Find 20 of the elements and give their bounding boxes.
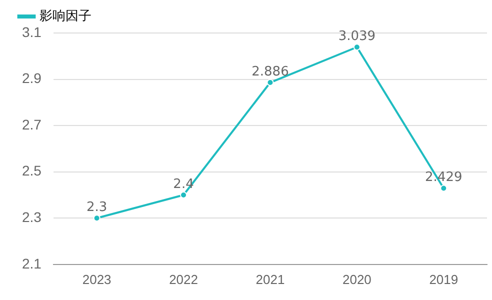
y-tick-label: 2.1 xyxy=(22,255,42,272)
point xyxy=(440,184,448,192)
point xyxy=(93,214,100,222)
data-label: 2.3 xyxy=(86,200,108,215)
y-tick-label: 2.7 xyxy=(22,116,42,132)
point xyxy=(180,191,188,198)
x-tick-label: 2019 xyxy=(429,272,458,287)
y-tick-label: 2.3 xyxy=(22,208,42,225)
data-label: 3.039 xyxy=(338,28,376,44)
x-tick-label: 2022 xyxy=(169,272,198,287)
x-tick-label: 2020 xyxy=(342,272,372,287)
legend-label: 影响因子 xyxy=(40,8,92,24)
point xyxy=(353,44,360,51)
y-tick-label: 2.5 xyxy=(22,162,42,179)
x-tick-label: 2021 xyxy=(256,272,285,287)
y-tick-label: 2.9 xyxy=(22,70,42,86)
y-tick-label: 3.1 xyxy=(22,24,42,40)
data-label: 2.886 xyxy=(252,64,289,80)
x-tick-label: 2023 xyxy=(82,272,112,287)
point xyxy=(266,79,274,86)
